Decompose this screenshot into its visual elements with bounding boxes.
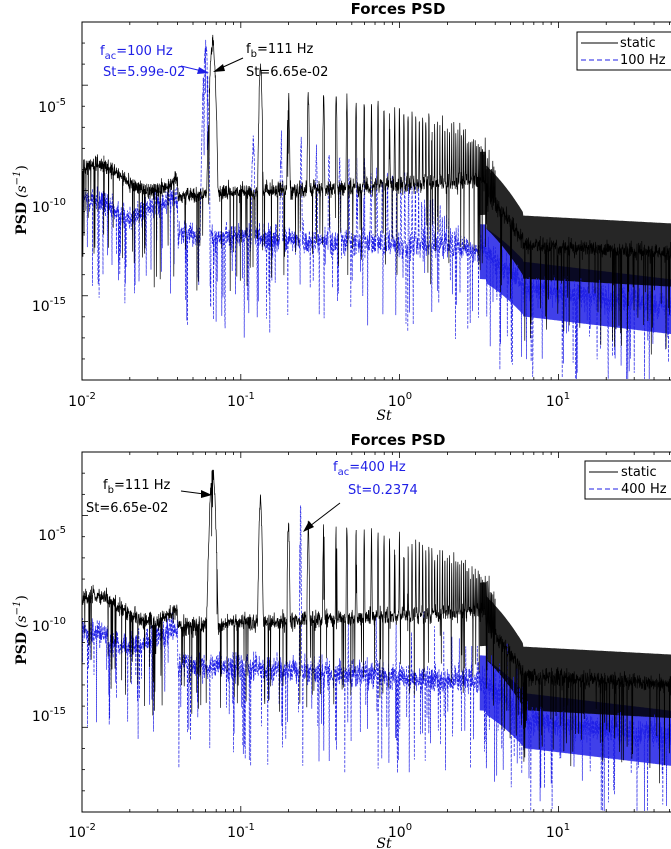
series-line-static <box>82 34 671 355</box>
top-x-tick-label: 10-1 <box>227 391 255 410</box>
bottom-y-tick-label: 10-15 <box>32 706 66 725</box>
svg-text:St=5.99e-02: St=5.99e-02 <box>103 65 185 80</box>
bottom-annotation-arrowhead <box>201 490 212 498</box>
top-chart-title: Forces PSD <box>351 0 446 18</box>
bottom-chart: Forces PSD 10-2 10-1 100 101 10-5 10-10 … <box>12 431 671 849</box>
top-y-axis-label: PSD(s−1) <box>12 165 30 235</box>
top-legend-box <box>576 31 671 71</box>
bottom-legend: static 400 Hz <box>584 460 671 500</box>
top-chart-axes-box <box>81 21 671 381</box>
bottom-x-tick-label: 10-1 <box>227 822 255 841</box>
bottom-annotation-fb: fb=111 Hz St=6.65e-02 <box>86 478 212 516</box>
bottom-x-tick-label: 100 <box>388 822 412 841</box>
top-legend-label-static: static <box>620 36 656 51</box>
bottom-x-tick-label: 10-2 <box>68 822 96 841</box>
bottom-annotation-arrowhead <box>303 521 314 532</box>
bottom-chart-ticks <box>81 451 670 813</box>
top-x-axis-label: St <box>376 408 392 424</box>
bottom-chart-title: Forces PSD <box>351 431 446 449</box>
series-line-static <box>82 469 671 784</box>
bottom-legend-box <box>584 460 671 500</box>
bottom-annotation-arrow <box>180 490 205 495</box>
top-legend-label-100hz: 100 Hz <box>620 53 666 68</box>
top-y-tick-label: 10-15 <box>32 296 66 315</box>
top-annotation-fac: fac=100 Hz St=5.99e-02 <box>100 44 209 80</box>
top-chart-plot-area <box>82 34 671 380</box>
svg-text:fb=111 Hz: fb=111 Hz <box>246 42 314 60</box>
bottom-y-tick-label: 10-5 <box>38 525 66 544</box>
bottom-x-axis-label: St <box>376 836 392 849</box>
bottom-y-axis-label: PSD(s−1) <box>12 595 30 665</box>
top-legend: static 100 Hz <box>576 31 671 71</box>
top-x-tick-label: 100 <box>388 391 412 410</box>
bottom-legend-label-400hz: 400 Hz <box>621 482 667 497</box>
bottom-y-tick-label: 10-10 <box>32 616 66 635</box>
top-chart: Forces PSD 10-2 10-1 100 101 10-5 10-10 … <box>12 0 671 424</box>
top-y-tick-label: 10-5 <box>38 97 66 116</box>
bottom-chart-axes-box <box>81 451 671 813</box>
svg-text:St=0.2374: St=0.2374 <box>348 483 418 498</box>
bottom-annotation-fac: fac=400 Hz St=0.2374 <box>303 460 418 532</box>
series-line-400hz <box>82 505 671 812</box>
series-line-100hz <box>82 39 671 380</box>
svg-text:St=6.65e-02: St=6.65e-02 <box>246 65 328 80</box>
bottom-chart-plot-area <box>82 469 671 812</box>
bottom-annotation-arrow <box>309 502 341 527</box>
bottom-x-tick-label: 101 <box>546 822 570 841</box>
svg-text:fb=111 Hz: fb=111 Hz <box>103 478 171 496</box>
svg-text:fac=100 Hz: fac=100 Hz <box>100 44 173 62</box>
top-y-tick-label: 10-10 <box>32 197 66 216</box>
top-annotation-arrowhead <box>213 64 225 72</box>
top-annotation-arrowhead <box>197 67 209 74</box>
top-annotation-fb: fb=111 Hz St=6.65e-02 <box>213 42 328 80</box>
top-chart-ticks <box>81 21 670 381</box>
svg-text:fac=400 Hz: fac=400 Hz <box>333 460 406 478</box>
svg-text:St=6.65e-02: St=6.65e-02 <box>86 501 168 516</box>
top-x-tick-label: 101 <box>546 391 570 410</box>
top-annotation-arrow <box>220 57 244 69</box>
bottom-legend-label-static: static <box>621 465 657 480</box>
top-x-tick-label: 10-2 <box>68 391 96 410</box>
